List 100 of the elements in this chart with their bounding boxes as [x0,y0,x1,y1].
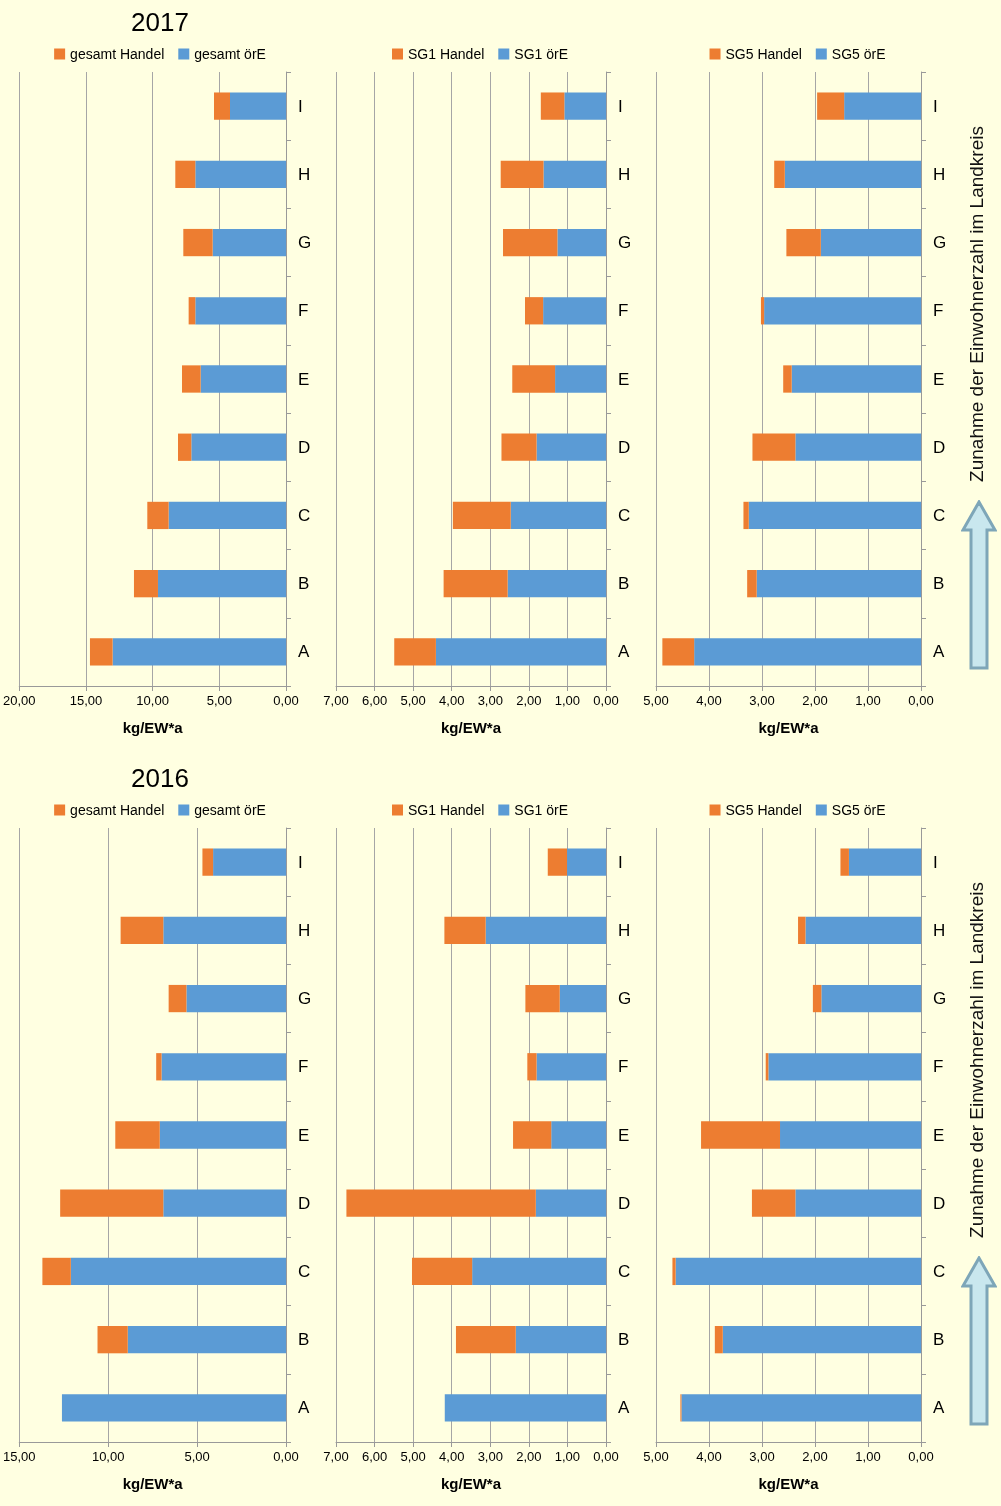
bar [507,570,606,598]
bar [503,228,558,257]
x-tick-label: 2,00 [516,1449,542,1464]
y-tick-label: H [298,164,311,184]
bar [186,984,286,1013]
bar [748,501,921,530]
bar [485,916,606,944]
x-tick-label: 5,00 [643,1449,669,1464]
bar [195,297,286,325]
bar [42,1257,71,1286]
x-tick-label: 4,00 [439,693,465,708]
bar [156,1053,162,1081]
bar [70,1257,286,1286]
y-tick-label: C [933,505,946,525]
y-tick-label: F [933,301,944,321]
legend-label: SG1 Handel [408,46,485,62]
bar [394,638,436,666]
y-tick-label: E [618,369,630,389]
bar [97,1326,128,1354]
bar [675,1257,921,1286]
bar [747,570,757,598]
x-tick-label: 1,00 [554,1449,581,1464]
legend-label: gesamt Handel [70,802,165,818]
legend-label: SG1 örE [514,46,568,62]
y-tick-label: G [933,989,947,1009]
bar [543,297,606,325]
y-tick-label: A [618,1398,630,1418]
x-axis-title: kg/EW*a [758,1475,820,1492]
bar [120,916,164,944]
text: Zunahme der Einwohnerzahl im Landkreis [966,126,988,482]
x-tick-label: 2,00 [802,1449,828,1464]
y-tick-label: D [618,1193,631,1213]
y-tick-label: B [298,1330,310,1350]
bar [455,1326,516,1354]
bar [798,916,806,944]
bar [525,984,560,1013]
bar [157,570,286,598]
bar [817,92,845,120]
bar [760,297,765,325]
x-tick-label: 5,00 [400,1449,426,1464]
bar [195,160,286,188]
bar [559,984,606,1013]
bar [133,570,158,598]
y-tick-label: F [298,1057,309,1077]
y-tick-label: G [298,989,312,1009]
bar [820,228,921,257]
y-tick-label: A [298,1398,310,1418]
bar [791,365,921,393]
x-tick-label: 1,00 [855,1449,881,1464]
bar [168,501,286,530]
y-tick-label: A [933,642,945,662]
bar [229,92,286,120]
legend-label: SG5 örE [831,802,886,818]
x-axis-title: kg/EW*a [122,1475,184,1492]
bar [60,1189,164,1217]
y-tick-label: A [933,1398,945,1418]
bar [183,228,213,257]
bar [159,1121,286,1149]
bar [756,570,921,598]
y-tick-label: I [298,96,303,116]
legend-label: gesamt örE [194,802,266,818]
bar [163,916,286,944]
x-tick-label: 2,00 [802,693,828,708]
y-tick-label: G [933,233,947,253]
y-tick-label: A [298,642,310,662]
bar [89,638,113,666]
bar [780,1121,921,1149]
bar [444,1394,606,1422]
bar [536,1053,606,1081]
bar [784,160,921,188]
x-tick-label: 5,00 [206,693,232,708]
bar [435,638,606,666]
bar [821,984,921,1013]
bar [411,1257,473,1286]
y-tick-label: D [618,437,631,457]
bar [535,1189,606,1217]
y-tick-label: D [933,1193,946,1213]
y-tick-label: H [933,164,946,184]
bar [452,501,511,530]
y-tick-label: C [933,1261,946,1281]
legend-label: gesamt örE [194,46,266,62]
y-tick-label: G [618,989,632,1009]
y-tick-label: G [298,233,312,253]
bar [751,1189,796,1217]
y-tick-label: H [618,164,631,184]
x-tick-label: 3,00 [749,1449,775,1464]
bar [112,638,286,666]
legend-label: SG5 Handel [725,802,802,818]
bar [547,848,568,876]
x-tick-label: 6,00 [361,1449,388,1464]
y-tick-label: D [933,437,946,457]
x-tick-label: 3,00 [477,693,503,708]
y-tick-label: I [933,96,938,116]
y-tick-label: E [618,1125,630,1145]
bar [848,848,921,876]
x-tick-label: 0,00 [273,1449,299,1464]
bar [795,433,921,461]
x-tick-label: 1,00 [554,693,581,708]
bar [500,160,544,188]
bar [115,1121,160,1149]
